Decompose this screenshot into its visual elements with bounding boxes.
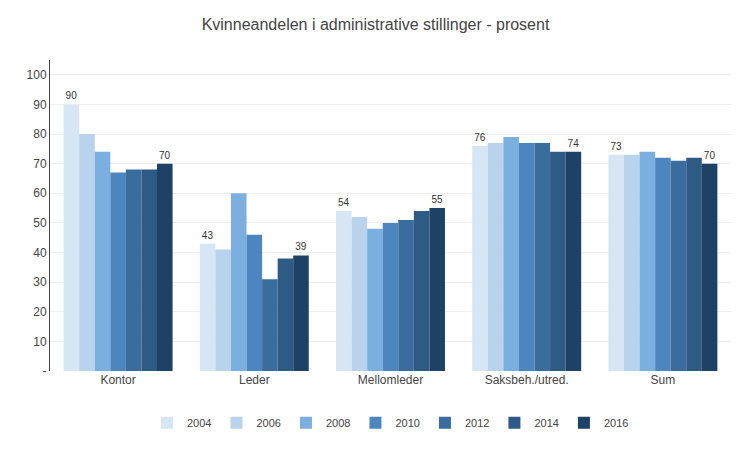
svg-text:70: 70 (33, 157, 47, 171)
svg-text:20: 20 (33, 305, 47, 319)
svg-text:-: - (43, 364, 47, 378)
svg-text:90: 90 (33, 98, 47, 112)
svg-text:60: 60 (33, 186, 47, 200)
svg-text:50: 50 (33, 216, 47, 230)
svg-text:90: 90 (66, 90, 78, 101)
svg-text:54: 54 (338, 197, 350, 208)
svg-text:74: 74 (568, 138, 580, 149)
svg-text:43: 43 (202, 230, 214, 241)
svg-text:2010: 2010 (395, 417, 419, 429)
svg-text:2016: 2016 (604, 417, 628, 429)
svg-text:70: 70 (704, 150, 716, 161)
svg-text:2004: 2004 (187, 417, 211, 429)
svg-text:2012: 2012 (465, 417, 489, 429)
svg-text:Kvinneandelen i administrative: Kvinneandelen i administrative stillinge… (202, 16, 550, 33)
svg-text:30: 30 (33, 275, 47, 289)
svg-text:Kontor: Kontor (100, 373, 135, 387)
svg-text:Sum: Sum (651, 373, 676, 387)
svg-text:Mellomleder: Mellomleder (358, 373, 423, 387)
svg-text:76: 76 (474, 132, 486, 143)
svg-text:39: 39 (295, 241, 307, 252)
svg-text:40: 40 (33, 246, 47, 260)
svg-text:Saksbeh./utred.: Saksbeh./utred. (485, 373, 569, 387)
svg-text:100: 100 (27, 68, 47, 82)
svg-text:2006: 2006 (256, 417, 280, 429)
svg-text:55: 55 (431, 194, 443, 205)
svg-text:2008: 2008 (326, 417, 350, 429)
svg-text:Leder: Leder (239, 373, 270, 387)
svg-text:10: 10 (33, 335, 47, 349)
svg-text:80: 80 (33, 127, 47, 141)
svg-text:73: 73 (610, 141, 622, 152)
svg-text:70: 70 (159, 150, 171, 161)
svg-text:2014: 2014 (534, 417, 558, 429)
